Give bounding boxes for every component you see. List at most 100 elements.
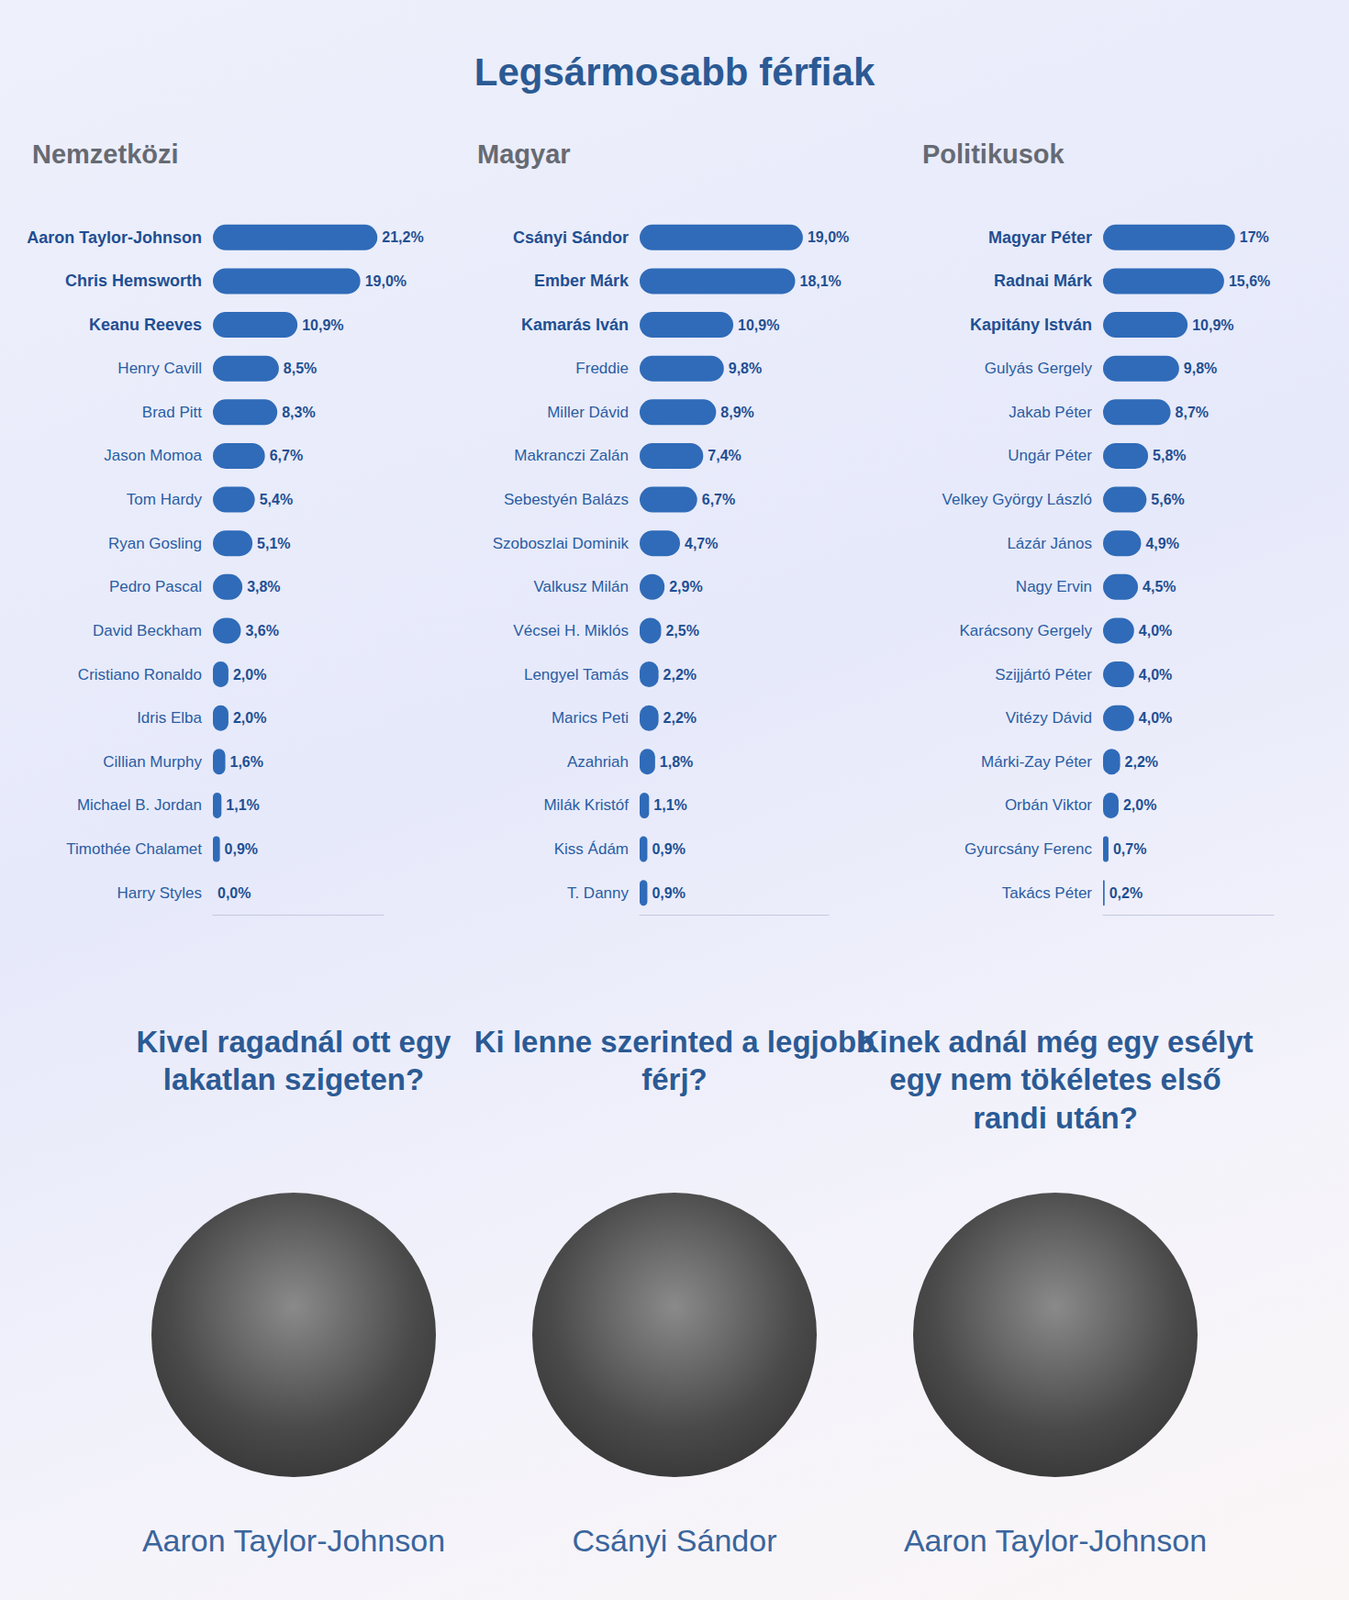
- svg-text:Tom Hardy: Tom Hardy: [126, 490, 203, 509]
- svg-text:Csányi Sándor: Csányi Sándor: [512, 228, 629, 247]
- svg-text:3,8%: 3,8%: [246, 579, 280, 595]
- html-text:Ki lenne szerinted a legjobb f: Ki lenne szerinted a legjobb férj?: [474, 1025, 875, 1097]
- svg-text:Marics Peti: Marics Peti: [551, 709, 629, 727]
- svg-text:Pedro Pascal: Pedro Pascal: [109, 578, 202, 596]
- svg-text:2,9%: 2,9%: [668, 579, 703, 595]
- svg-text:Gulyás Gergely: Gulyás Gergely: [984, 359, 1093, 378]
- svg-text:Márki-Zay Péter: Márki-Zay Péter: [981, 753, 1093, 771]
- svg-text:5,8%: 5,8%: [1152, 447, 1186, 464]
- svg-text:Milák Kristóf: Milák Kristóf: [543, 796, 629, 814]
- svg-text:2,2%: 2,2%: [663, 667, 697, 683]
- svg-text:19,0%: 19,0%: [807, 229, 849, 246]
- svg-text:Idris Elba: Idris Elba: [136, 709, 202, 727]
- svg-text:Harry Styles: Harry Styles: [116, 884, 202, 903]
- svg-text:Radnai Márk: Radnai Márk: [993, 271, 1093, 290]
- svg-text:Takács Péter: Takács Péter: [1002, 884, 1093, 903]
- svg-text:17%: 17%: [1239, 229, 1270, 246]
- svg-text:0,9%: 0,9%: [224, 841, 258, 858]
- svg-text:4,5%: 4,5%: [1142, 579, 1176, 595]
- svg-text:Chris Hemsworth: Chris Hemsworth: [65, 271, 202, 290]
- svg-text:Azahriah: Azahriah: [567, 753, 629, 771]
- svg-text:21,2%: 21,2%: [381, 229, 424, 246]
- svg-text:4,0%: 4,0%: [1138, 623, 1172, 639]
- svg-text:0,2%: 0,2%: [1109, 885, 1143, 902]
- svg-text:Ryan Gosling: Ryan Gosling: [108, 535, 202, 553]
- svg-text:Keanu Reeves: Keanu Reeves: [89, 315, 202, 335]
- svg-text:0,9%: 0,9%: [651, 885, 685, 902]
- svg-text:Vécsei H. Miklós: Vécsei H. Miklós: [512, 622, 629, 640]
- svg-text:Michael B. Jordan: Michael B. Jordan: [77, 796, 202, 814]
- svg-text:0,9%: 0,9%: [651, 841, 685, 858]
- svg-text:8,9%: 8,9%: [720, 404, 754, 421]
- html-text:Legsármosabb férfiak: Legsármosabb férfiak: [474, 50, 875, 94]
- svg-text:4,7%: 4,7%: [684, 535, 718, 552]
- svg-text:Makranczi Zalán: Makranczi Zalán: [513, 446, 629, 465]
- svg-text:5,1%: 5,1%: [256, 535, 290, 552]
- svg-text:Velkey György László: Velkey György László: [942, 490, 1093, 509]
- svg-text:Jason Momoa: Jason Momoa: [103, 446, 202, 465]
- svg-text:9,8%: 9,8%: [728, 360, 762, 377]
- svg-text:David Beckham: David Beckham: [92, 622, 202, 640]
- svg-text:Jakab Péter: Jakab Péter: [1008, 403, 1093, 422]
- svg-text:Kapitány István: Kapitány István: [969, 315, 1093, 335]
- svg-text:2,0%: 2,0%: [233, 667, 267, 683]
- svg-text:Freddie: Freddie: [575, 359, 629, 378]
- svg-text:6,7%: 6,7%: [702, 491, 736, 508]
- svg-text:Kamarás Iván: Kamarás Iván: [521, 315, 629, 335]
- svg-text:4,0%: 4,0%: [1138, 667, 1172, 683]
- svg-text:Karácsony Gergely: Karácsony Gergely: [958, 622, 1093, 640]
- svg-text:Sebestyén Balázs: Sebestyén Balázs: [503, 490, 629, 509]
- svg-text:8,7%: 8,7%: [1175, 404, 1209, 421]
- svg-text:2,2%: 2,2%: [1125, 754, 1159, 770]
- svg-text:Valkusz Milán: Valkusz Milán: [533, 578, 629, 596]
- svg-text:Lázár János: Lázár János: [1006, 535, 1093, 553]
- svg-text:7,4%: 7,4%: [707, 447, 741, 464]
- svg-text:Vitézy Dávid: Vitézy Dávid: [1005, 709, 1093, 727]
- svg-text:2,2%: 2,2%: [663, 710, 697, 726]
- svg-text:Gyurcsány Ferenc: Gyurcsány Ferenc: [964, 840, 1093, 859]
- svg-text:1,8%: 1,8%: [659, 754, 693, 770]
- svg-text:1,6%: 1,6%: [230, 754, 264, 770]
- svg-text:Miller Dávid: Miller Dávid: [546, 403, 629, 422]
- svg-text:2,0%: 2,0%: [233, 710, 267, 726]
- svg-text:Szijjártó Péter: Szijjártó Péter: [994, 666, 1093, 684]
- svg-text:10,9%: 10,9%: [301, 317, 344, 334]
- svg-text:8,5%: 8,5%: [283, 360, 317, 377]
- svg-text:Nagy Ervin: Nagy Ervin: [1015, 578, 1093, 596]
- svg-text:0,7%: 0,7%: [1113, 841, 1147, 858]
- svg-text:19,0%: 19,0%: [365, 273, 407, 290]
- svg-text:Henry Cavill: Henry Cavill: [117, 359, 202, 378]
- svg-text:6,7%: 6,7%: [269, 447, 303, 464]
- svg-text:10,9%: 10,9%: [737, 317, 780, 334]
- svg-text:10,9%: 10,9%: [1192, 317, 1234, 334]
- svg-text:4,9%: 4,9%: [1145, 535, 1179, 552]
- svg-text:8,3%: 8,3%: [281, 404, 315, 421]
- svg-text:Szoboszlai Dominik: Szoboszlai Dominik: [492, 535, 630, 553]
- html-text:Kinek adnál még egy esélyt egy: Kinek adnál még egy esélyt egy nem tökél…: [857, 1025, 1254, 1135]
- svg-text:T. Danny: T. Danny: [567, 884, 630, 903]
- svg-text:Kiss Ádám: Kiss Ádám: [554, 840, 629, 859]
- svg-text:5,6%: 5,6%: [1150, 491, 1184, 508]
- svg-text:Lengyel Tamás: Lengyel Tamás: [523, 666, 629, 684]
- svg-text:Cristiano Ronaldo: Cristiano Ronaldo: [78, 666, 202, 684]
- svg-text:4,0%: 4,0%: [1138, 710, 1172, 726]
- svg-text:2,0%: 2,0%: [1123, 797, 1157, 814]
- svg-text:1,1%: 1,1%: [225, 797, 259, 814]
- svg-text:5,4%: 5,4%: [259, 491, 293, 508]
- svg-text:15,6%: 15,6%: [1228, 273, 1271, 290]
- svg-text:Timothée Chalamet: Timothée Chalamet: [66, 840, 202, 859]
- svg-text:Ember Márk: Ember Márk: [534, 271, 630, 290]
- html-text:Kivel ragadnál ott egy lakatla: Kivel ragadnál ott egy lakatlan szigeten…: [136, 1025, 452, 1097]
- svg-text:Brad Pitt: Brad Pitt: [142, 403, 202, 422]
- svg-text:3,6%: 3,6%: [245, 623, 279, 639]
- svg-text:1,1%: 1,1%: [653, 797, 687, 814]
- svg-text:9,8%: 9,8%: [1183, 360, 1217, 377]
- svg-text:0,0%: 0,0%: [217, 885, 251, 902]
- svg-text:Magyar Péter: Magyar Péter: [988, 228, 1093, 247]
- svg-text:Cillian Murphy: Cillian Murphy: [102, 753, 202, 771]
- svg-text:18,1%: 18,1%: [799, 273, 841, 290]
- svg-text:Aaron Taylor-Johnson: Aaron Taylor-Johnson: [26, 228, 202, 247]
- svg-text:Ungár Péter: Ungár Péter: [1007, 446, 1093, 465]
- svg-text:2,5%: 2,5%: [665, 623, 699, 639]
- svg-text:Orbán Viktor: Orbán Viktor: [1004, 796, 1093, 814]
